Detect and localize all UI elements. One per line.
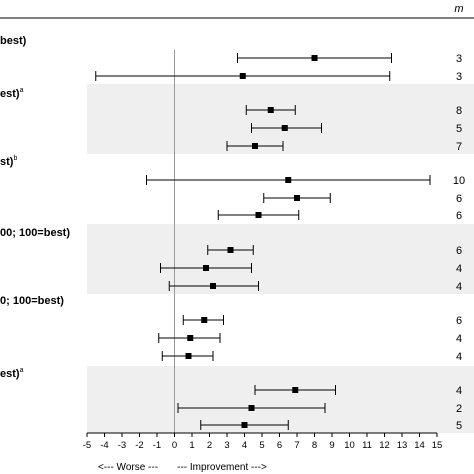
m-value: 3 bbox=[456, 53, 462, 65]
point-estimate bbox=[203, 265, 209, 271]
point-estimate bbox=[227, 247, 234, 253]
row-band bbox=[87, 366, 474, 433]
m-value: 8 bbox=[456, 105, 462, 117]
point-estimate bbox=[185, 353, 192, 359]
x-tick-label: 11 bbox=[362, 440, 372, 451]
x-tick-label: 14 bbox=[414, 440, 425, 451]
point-estimate bbox=[239, 73, 246, 79]
x-tick-label: -5 bbox=[83, 440, 91, 451]
x-tick-label: 8 bbox=[312, 440, 317, 451]
point-estimate bbox=[255, 212, 262, 218]
x-tick-label: 12 bbox=[379, 440, 390, 451]
m-value: 4 bbox=[456, 281, 462, 293]
m-value: 2 bbox=[456, 403, 462, 415]
row-band bbox=[87, 224, 474, 294]
x-label-improvement: --- Improvement ---> bbox=[177, 462, 267, 473]
group-label: est)a bbox=[0, 367, 24, 380]
point-estimate bbox=[267, 107, 274, 113]
x-tick-label: -3 bbox=[118, 440, 126, 451]
group-label: est)a bbox=[0, 87, 24, 100]
x-tick-label: 10 bbox=[344, 440, 355, 451]
x-tick-label: 4 bbox=[242, 440, 247, 451]
row-band bbox=[87, 84, 474, 154]
x-tick-label: 9 bbox=[329, 440, 334, 451]
x-tick-label: 15 bbox=[432, 440, 443, 451]
group-label-superscript: a bbox=[20, 87, 24, 94]
x-axis: -5 -4 -3 -2 -1 0 1 2 3 4 5 6 7 8 9 10 11 12 13 14 15 bbox=[83, 432, 443, 451]
m-value: 4 bbox=[456, 351, 462, 363]
x-tick-label: 5 bbox=[259, 440, 264, 451]
group-label: st)b bbox=[0, 155, 17, 168]
m-value: 6 bbox=[456, 245, 462, 257]
x-tick-label: 7 bbox=[294, 440, 299, 451]
x-tick-label: 2 bbox=[207, 440, 212, 451]
group-label: 00; 100=best) bbox=[0, 227, 70, 239]
m-value: 6 bbox=[456, 193, 462, 205]
point-estimate bbox=[248, 405, 255, 411]
group-label: 0; 100=best) bbox=[0, 295, 64, 307]
x-tick-label: -2 bbox=[135, 440, 143, 451]
point-estimate bbox=[311, 55, 318, 61]
row-layer: 3 3 8 5 7 10 6 6 6 4 4 6 4 4 4 2 5 bbox=[95, 53, 465, 432]
point-estimate bbox=[201, 317, 208, 323]
point-estimate bbox=[252, 143, 258, 149]
m-column-header: m bbox=[454, 3, 463, 15]
m-value: 3 bbox=[456, 71, 462, 83]
m-value: 6 bbox=[456, 315, 462, 327]
group-label-superscript: a bbox=[20, 367, 24, 374]
point-estimate bbox=[281, 125, 288, 131]
point-estimate bbox=[241, 422, 248, 428]
point-estimate bbox=[294, 195, 300, 201]
x-tick-label: -4 bbox=[100, 440, 108, 451]
point-estimate bbox=[210, 283, 216, 289]
m-value: 10 bbox=[453, 175, 465, 187]
x-tick-label: 3 bbox=[224, 440, 229, 451]
group-layer: best) est)a st)b 00; 100=best) 0; 100=best) e… bbox=[0, 35, 70, 380]
x-tick-label: 6 bbox=[277, 440, 282, 451]
m-value: 6 bbox=[456, 210, 462, 222]
x-tick-label: 1 bbox=[189, 440, 194, 451]
group-label-superscript: b bbox=[13, 155, 17, 162]
m-value: 4 bbox=[456, 333, 462, 345]
group-label: best) bbox=[0, 35, 27, 47]
x-tick-label: 0 bbox=[172, 440, 177, 451]
m-value: 4 bbox=[456, 385, 462, 397]
m-value: 5 bbox=[456, 420, 462, 432]
point-estimate bbox=[285, 177, 292, 183]
m-value: 4 bbox=[456, 263, 462, 275]
point-estimate bbox=[187, 335, 194, 341]
m-value: 7 bbox=[456, 141, 462, 153]
x-tick-label: 13 bbox=[397, 440, 408, 451]
point-estimate bbox=[292, 387, 299, 393]
x-label-worse: <--- Worse --- bbox=[98, 462, 158, 473]
x-tick-label: -1 bbox=[153, 440, 161, 451]
m-value: 5 bbox=[456, 123, 462, 135]
row-shading-layer bbox=[87, 84, 474, 433]
